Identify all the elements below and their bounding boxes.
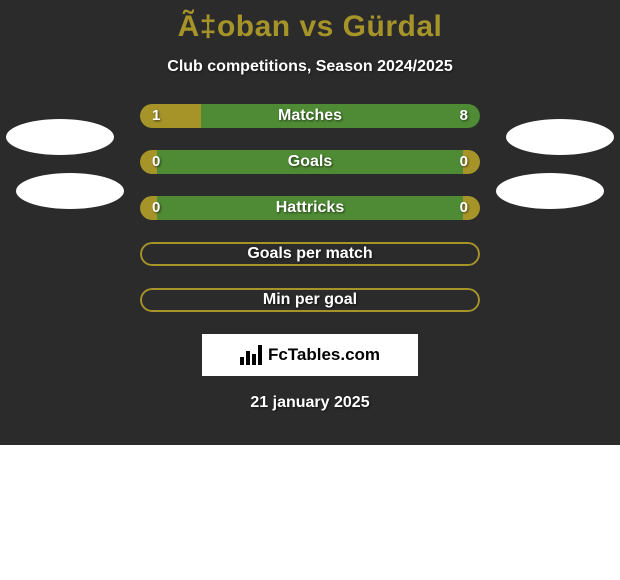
player-left-avatar-1 xyxy=(6,119,114,155)
stat-label: Min per goal xyxy=(140,288,480,312)
stat-value-left: 0 xyxy=(152,150,160,174)
footer-text: FcTables.com xyxy=(268,345,380,365)
stat-row: Goals0 0 xyxy=(140,150,480,174)
stat-label: Goals xyxy=(140,150,480,174)
stat-label: Goals per match xyxy=(140,242,480,266)
player-right-avatar-1 xyxy=(506,119,614,155)
stat-value-right: 0 xyxy=(460,196,468,220)
stat-value-right: 8 xyxy=(460,104,468,128)
footer-badge[interactable]: FcTables.com xyxy=(202,334,418,376)
stat-value-right: 0 xyxy=(460,150,468,174)
subtitle: Club competitions, Season 2024/2025 xyxy=(0,58,620,76)
stat-row: Goals per match xyxy=(140,242,480,266)
player-right-avatar-2 xyxy=(496,173,604,209)
stat-row: Min per goal xyxy=(140,288,480,312)
stat-row: Matches1 8 xyxy=(140,104,480,128)
stat-label: Matches xyxy=(140,104,480,128)
comparison-widget: Ã‡oban vs Gürdal Club competitions, Seas… xyxy=(0,0,620,445)
stat-label: Hattricks xyxy=(140,196,480,220)
stat-row: Hattricks0 0 xyxy=(140,196,480,220)
page-title: Ã‡oban vs Gürdal xyxy=(0,0,620,44)
stat-value-left: 0 xyxy=(152,196,160,220)
stats-container: Matches18Goals00Hattricks00Goals per mat… xyxy=(140,104,480,312)
chart-bars-icon xyxy=(240,345,262,365)
player-left-avatar-2 xyxy=(16,173,124,209)
stat-value-left: 1 xyxy=(152,104,160,128)
date-label: 21 january 2025 xyxy=(0,394,620,412)
